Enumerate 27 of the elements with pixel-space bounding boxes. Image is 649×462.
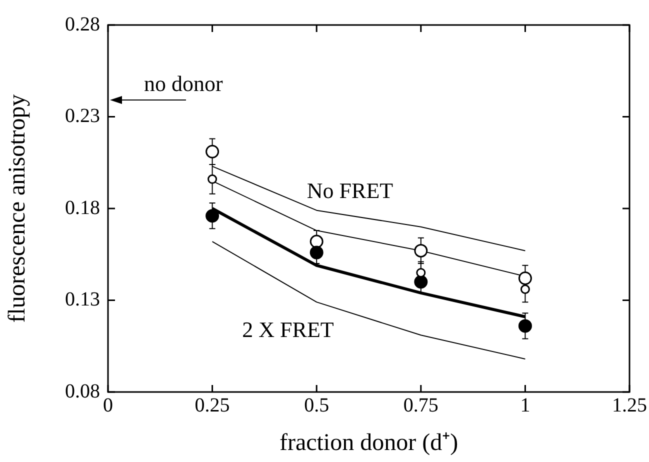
point (206, 209, 220, 223)
annotation: No FRET (306, 178, 394, 203)
point (518, 271, 532, 285)
point (520, 284, 530, 294)
y-axis-title: fluorescence anisotropy (4, 94, 31, 323)
point (208, 174, 218, 184)
x-tick-label: 0.75 (403, 394, 438, 416)
x-axis-title: fraction donor (d⁺) (279, 430, 458, 456)
point (416, 268, 426, 278)
point (414, 275, 428, 289)
x-tick-label: 0 (103, 394, 113, 416)
y-tick-label: 0.23 (65, 105, 100, 127)
annotation: 2 X FRET (242, 316, 334, 342)
y-tick-label: 0.28 (65, 13, 100, 36)
x-tick-label: 0.5 (304, 394, 330, 416)
y-tick-label: 0.13 (65, 288, 100, 310)
point (310, 234, 324, 248)
point (518, 319, 532, 333)
x-tick-label: 1.25 (612, 394, 647, 416)
annotation: no donor (144, 70, 224, 96)
point (414, 244, 428, 258)
y-tick-label: 0.08 (65, 380, 100, 402)
x-tick-label: 0.25 (194, 394, 230, 416)
point (310, 246, 324, 260)
point (206, 144, 220, 158)
y-tick-label: 0.18 (65, 196, 100, 219)
x-tick-label: 1 (520, 394, 530, 416)
